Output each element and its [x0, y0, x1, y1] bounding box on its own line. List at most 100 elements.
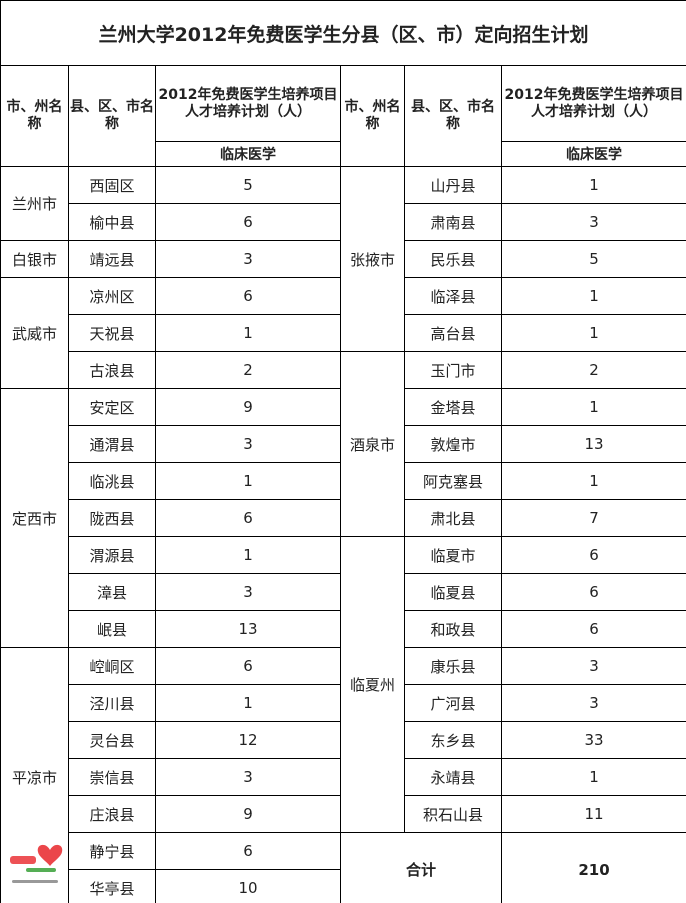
quota-cell: 11	[500, 795, 686, 833]
header-city: 市、州名称	[0, 65, 69, 167]
quota-cell: 1	[500, 166, 686, 204]
quota-cell: 6	[155, 499, 341, 537]
county-cell: 阿克塞县	[404, 462, 502, 500]
quota-cell: 13	[155, 610, 341, 648]
quota-cell: 1	[500, 314, 686, 352]
quota-cell: 3	[155, 573, 341, 611]
table-row: 泾川县 1 广河县 3	[1, 684, 686, 722]
county-cell: 渭源县	[68, 536, 156, 574]
quota-cell: 1	[155, 684, 341, 722]
county-cell: 临夏市	[404, 536, 502, 574]
header-plan: 2012年免费医学生培养项目人才培养计划（人）	[155, 65, 341, 142]
county-cell: 高台县	[404, 314, 502, 352]
quota-cell: 10	[155, 869, 341, 903]
header-major: 临床医学	[500, 141, 686, 167]
county-cell: 临泽县	[404, 277, 502, 315]
county-cell: 靖远县	[68, 240, 156, 278]
header-county: 县、区、市名称	[404, 65, 502, 167]
city-cell: 定西市	[0, 388, 69, 648]
quota-cell: 6	[500, 536, 686, 574]
quota-cell: 3	[155, 425, 341, 463]
city-cell: 兰州市	[0, 166, 69, 241]
table-row: 华亭县 10	[1, 869, 686, 903]
total-value: 210	[500, 832, 686, 903]
quota-cell: 9	[155, 388, 341, 426]
quota-cell: 1	[155, 536, 341, 574]
quota-cell: 3	[155, 240, 341, 278]
city-cell: 酒泉市	[340, 351, 405, 537]
county-cell: 通渭县	[68, 425, 156, 463]
county-cell: 天祝县	[68, 314, 156, 352]
county-cell: 安定区	[68, 388, 156, 426]
city-cell: 张掖市	[340, 166, 405, 352]
county-cell: 崆峒区	[68, 647, 156, 685]
table-row: 静宁县 6 合计 210	[1, 832, 686, 903]
quota-cell: 1	[500, 758, 686, 796]
county-cell: 岷县	[68, 610, 156, 648]
quota-cell: 6	[155, 647, 341, 685]
table-row: 渭源县 1 临夏州 临夏市 6	[1, 536, 686, 833]
city-cell: 临夏州	[340, 536, 405, 833]
header-county: 县、区、市名称	[68, 65, 156, 167]
table-row: 临洮县 1 阿克塞县 1	[1, 462, 686, 500]
table-row: 岷县 13 和政县 6	[1, 610, 686, 648]
county-cell: 庄浪县	[68, 795, 156, 833]
total-label: 合计	[340, 832, 502, 903]
quota-cell: 6	[500, 610, 686, 648]
city-cell: 平凉市	[0, 647, 69, 903]
table-row: 定西市 安定区 9 金塔县 1	[0, 388, 686, 648]
quota-cell: 3	[155, 758, 341, 796]
county-cell: 漳县	[68, 573, 156, 611]
county-cell: 敦煌市	[404, 425, 502, 463]
county-cell: 泾川县	[68, 684, 156, 722]
county-cell: 华亭县	[68, 869, 156, 903]
table-row: 庄浪县 9 积石山县 11	[1, 795, 686, 833]
quota-cell: 2	[155, 351, 341, 389]
table-row: 古浪县 2 酒泉市 玉门市 2	[1, 351, 686, 537]
county-cell: 永靖县	[404, 758, 502, 796]
quota-cell: 6	[155, 277, 341, 315]
quota-cell: 12	[155, 721, 341, 759]
county-cell: 肃北县	[404, 499, 502, 537]
quota-cell: 2	[500, 351, 686, 389]
county-cell: 山丹县	[404, 166, 502, 204]
quota-cell: 1	[155, 462, 341, 500]
quota-cell: 3	[500, 203, 686, 241]
county-cell: 凉州区	[68, 277, 156, 315]
quota-cell: 5	[500, 240, 686, 278]
table-row: 灵台县 12 东乡县 33	[1, 721, 686, 759]
quota-cell: 13	[500, 425, 686, 463]
county-cell: 玉门市	[404, 351, 502, 389]
quota-cell: 6	[155, 203, 341, 241]
quota-cell: 1	[500, 462, 686, 500]
city-cell: 武威市	[0, 277, 69, 389]
header-plan: 2012年免费医学生培养项目人才培养计划（人）	[500, 65, 686, 142]
county-cell: 灵台县	[68, 721, 156, 759]
county-cell: 肃南县	[404, 203, 502, 241]
quota-cell: 7	[500, 499, 686, 537]
quota-cell: 33	[500, 721, 686, 759]
county-cell: 古浪县	[68, 351, 156, 389]
quota-cell: 3	[500, 647, 686, 685]
county-cell: 康乐县	[404, 647, 502, 685]
quota-cell: 3	[500, 684, 686, 722]
page-title: 兰州大学2012年免费医学生分县（区、市）定向招生计划	[0, 0, 686, 66]
quota-cell: 1	[500, 388, 686, 426]
county-cell: 西固区	[68, 166, 156, 204]
county-cell: 东乡县	[404, 721, 502, 759]
table-row: 漳县 3 临夏县 6	[1, 573, 686, 611]
county-cell: 陇西县	[68, 499, 156, 537]
quota-cell: 1	[500, 277, 686, 315]
city-cell: 白银市	[0, 240, 69, 278]
county-cell: 积石山县	[404, 795, 502, 833]
quota-cell: 6	[500, 573, 686, 611]
county-cell: 临夏县	[404, 573, 502, 611]
county-cell: 临洮县	[68, 462, 156, 500]
header-major: 临床医学	[155, 141, 341, 167]
quota-cell: 1	[155, 314, 341, 352]
county-cell: 金塔县	[404, 388, 502, 426]
county-cell: 榆中县	[68, 203, 156, 241]
quota-cell: 9	[155, 795, 341, 833]
